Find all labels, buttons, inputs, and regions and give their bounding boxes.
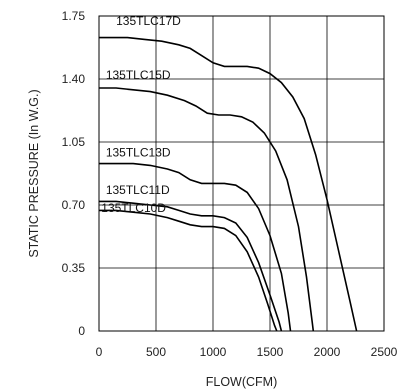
y-tick-label: 0.35 (62, 261, 86, 275)
x-tick-label: 2000 (314, 345, 341, 359)
series-label-135tlc10d: 135TLC10D (101, 201, 166, 215)
series-labels: 135TLC17D 135TLC15D 135TLC13D 135TLC11D 135T… (101, 14, 181, 215)
series-curves (99, 36, 358, 332)
x-tick-label: 1500 (257, 345, 284, 359)
grid (98, 15, 385, 332)
x-tick-label: 0 (96, 345, 103, 359)
y-tick-label: 1.05 (62, 135, 86, 149)
series-line-135tlc15d (99, 87, 315, 332)
series-label-135tlc17d: 135TLC17D (116, 14, 181, 28)
x-axis-label: FLOW(CFM) (206, 375, 278, 389)
x-tick-label: 500 (146, 345, 166, 359)
series-label-135tlc13d: 135TLC13D (106, 145, 171, 159)
y-tick-label: 1.40 (62, 72, 86, 86)
x-tick-label: 1000 (200, 345, 227, 359)
series-label-135tlc11d: 135TLC11D (106, 183, 170, 197)
plot-frame (98, 15, 385, 332)
axis-ticks: 0 500 1000 1500 2000 2500 0 0.35 0.70 1.05 1.40 1.7… (62, 9, 398, 359)
y-tick-label: 0 (78, 324, 85, 338)
series-line-135tlc11d (99, 200, 283, 332)
series-label-135tlc15d: 135TLC15D (106, 68, 171, 82)
x-tick-label: 2500 (371, 345, 398, 359)
series-line-135tlc10d (99, 209, 278, 332)
series-line-135tlc13d (99, 162, 292, 332)
y-tick-label: 0.70 (62, 198, 86, 212)
y-tick-label: 1.75 (62, 9, 86, 23)
series-line-135tlc17d (99, 36, 358, 332)
y-axis-label: STATIC PRESSURE (In W.G.) (27, 89, 41, 257)
